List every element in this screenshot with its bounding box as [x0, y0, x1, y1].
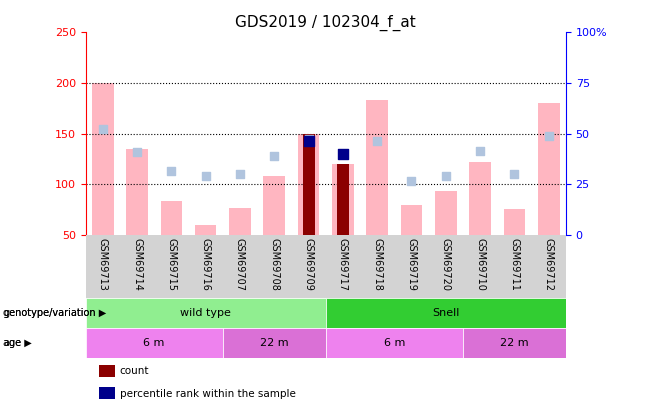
Text: GSM69716: GSM69716 [201, 238, 211, 291]
Text: GSM69709: GSM69709 [303, 238, 314, 291]
Point [200, 173, 211, 179]
Bar [469, 162, 491, 235]
Point [372, 138, 382, 144]
Bar [195, 225, 216, 235]
Bar [263, 176, 285, 235]
Text: GSM69717: GSM69717 [338, 238, 348, 291]
Point [544, 132, 554, 139]
Bar [367, 100, 388, 235]
Bar [161, 202, 182, 235]
Point [132, 149, 142, 155]
Text: 22 m: 22 m [500, 338, 529, 348]
Text: 22 m: 22 m [260, 338, 289, 348]
Point [303, 135, 314, 142]
Point [166, 168, 176, 174]
Bar [401, 205, 422, 235]
FancyBboxPatch shape [86, 328, 223, 358]
Text: GSM69719: GSM69719 [407, 238, 417, 291]
Bar [332, 164, 353, 235]
Text: GSM69707: GSM69707 [235, 238, 245, 291]
Point [338, 151, 348, 157]
Text: GSM69710: GSM69710 [475, 238, 485, 291]
Point [406, 178, 417, 185]
Text: GSM69711: GSM69711 [509, 238, 519, 291]
Text: 6 m: 6 m [384, 338, 405, 348]
Title: GDS2019 / 102304_f_at: GDS2019 / 102304_f_at [236, 15, 416, 31]
FancyBboxPatch shape [223, 328, 326, 358]
Text: age ▶: age ▶ [3, 338, 32, 348]
Text: 6 m: 6 m [143, 338, 165, 348]
Bar [435, 192, 457, 235]
Text: GSM69718: GSM69718 [372, 238, 382, 291]
Bar [538, 103, 559, 235]
Text: GSM69720: GSM69720 [441, 238, 451, 291]
Point [440, 173, 451, 179]
Text: GSM69715: GSM69715 [166, 238, 176, 291]
Text: age: age [3, 338, 22, 348]
Bar [92, 83, 113, 235]
FancyBboxPatch shape [463, 328, 566, 358]
Bar [303, 134, 315, 235]
Point [509, 171, 520, 177]
Bar [126, 149, 148, 235]
Text: wild type: wild type [180, 308, 231, 318]
FancyBboxPatch shape [326, 298, 566, 328]
Bar [229, 207, 251, 235]
Point [269, 153, 280, 159]
Text: percentile rank within the sample: percentile rank within the sample [120, 389, 295, 399]
FancyBboxPatch shape [326, 328, 463, 358]
Text: genotype/variation: genotype/variation [3, 308, 96, 318]
Bar [503, 209, 525, 235]
Text: genotype/variation ▶: genotype/variation ▶ [3, 308, 107, 318]
Text: Snell: Snell [432, 308, 459, 318]
FancyBboxPatch shape [86, 298, 326, 328]
Text: GSM69708: GSM69708 [269, 238, 279, 291]
Point [475, 148, 486, 154]
Text: GSM69713: GSM69713 [97, 238, 108, 291]
Point [235, 171, 245, 177]
Bar [337, 164, 349, 235]
Text: GSM69712: GSM69712 [544, 238, 554, 291]
Point [338, 151, 348, 157]
Point [303, 138, 314, 144]
Point [97, 126, 108, 132]
Text: GSM69714: GSM69714 [132, 238, 142, 291]
Bar [298, 134, 319, 235]
Text: count: count [120, 367, 149, 376]
